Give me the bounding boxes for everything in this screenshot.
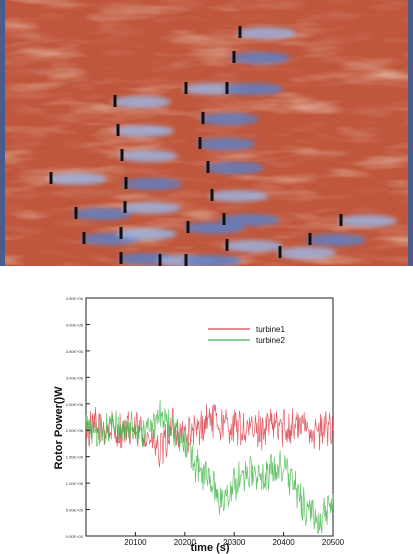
series-line-turbine1 — [85, 403, 334, 468]
turbine-wake — [204, 162, 264, 174]
y-tick-label: 4.00E+06 — [66, 322, 84, 327]
turbine-marker — [82, 232, 86, 244]
turbine-marker — [119, 227, 123, 239]
turbine-wake — [122, 178, 182, 190]
turbine-wake — [114, 125, 174, 137]
y-tick-label: 2.00E+06 — [66, 428, 84, 433]
turbine-wake — [276, 247, 336, 259]
turbine-marker — [238, 26, 242, 38]
turbine-wake — [47, 173, 107, 185]
x-tick-label: 20300 — [223, 538, 246, 547]
turbine-wake — [118, 150, 178, 162]
turbine-marker — [120, 149, 124, 161]
turbine-wake — [184, 222, 244, 234]
turbine-marker — [113, 95, 117, 107]
turbine-wake — [199, 113, 259, 125]
x-axis-label: time (s) — [190, 542, 229, 554]
turbine-wake — [220, 214, 280, 226]
y-tick-label: 3.50E+06 — [66, 349, 84, 354]
turbine-marker — [74, 207, 78, 219]
x-tick-label: 20200 — [174, 538, 197, 547]
rotor-power-chart: 0.00E+00 5.00E+05 1.00E+06 1.50E+06 2.00E+06… — [53, 296, 345, 554]
turbine-marker — [123, 201, 127, 213]
turbine-marker — [210, 189, 214, 201]
turbine-wake — [306, 234, 366, 246]
chart-legend: turbine1 turbine2 — [208, 325, 285, 345]
turbine-wake — [196, 138, 256, 150]
turbine-marker — [198, 137, 202, 149]
turbine-marker — [49, 172, 53, 184]
y-tick-label: 1.00E+06 — [66, 481, 84, 486]
legend-label-turbine1: turbine1 — [256, 325, 285, 334]
turbine-wake — [111, 96, 171, 108]
turbine-marker — [119, 252, 123, 264]
series-layer — [85, 399, 334, 534]
y-tick-label: 5.00E+05 — [66, 508, 84, 513]
turbine-wake — [121, 202, 181, 214]
y-axis-ticks: 0.00E+00 5.00E+05 1.00E+06 1.50E+06 2.00E+06… — [66, 296, 90, 539]
turbine-wake — [208, 190, 268, 202]
y-tick-label: 2.50E+06 — [66, 402, 84, 407]
legend-label-turbine2: turbine2 — [256, 336, 285, 345]
y-tick-label: 0.00E+00 — [66, 534, 84, 539]
turbine-marker — [225, 82, 229, 94]
turbine-marker — [116, 124, 120, 136]
turbine-marker — [201, 112, 205, 124]
x-tick-label: 20400 — [272, 538, 295, 547]
turbine-marker — [206, 161, 210, 173]
turbine-marker — [222, 213, 226, 225]
turbine-wake — [236, 27, 296, 39]
turbine-marker — [184, 82, 188, 94]
turbine-wake — [337, 215, 397, 227]
turbine-wake — [117, 228, 177, 240]
turbine-wake — [223, 83, 283, 95]
turbine-marker — [339, 214, 343, 226]
turbine-wake — [223, 240, 283, 252]
y-tick-label: 1.50E+06 — [66, 455, 84, 460]
turbine-wake — [72, 208, 132, 220]
x-tick-label: 20100 — [124, 538, 147, 547]
y-axis-label: Rotor Power()W — [53, 386, 65, 470]
y-tick-label: 3.00E+06 — [66, 375, 84, 380]
turbine-marker — [184, 254, 188, 266]
turbine-wake — [230, 52, 290, 64]
series-line-turbine2 — [85, 399, 334, 534]
turbine-marker — [158, 254, 162, 266]
x-tick-label: 20500 — [322, 538, 345, 547]
wind-farm-flow-field — [0, 0, 413, 266]
x-axis-ticks: 20100 20200 20300 20400 20500 — [124, 532, 345, 547]
turbine-marker — [232, 51, 236, 63]
y-tick-label: 4.50E+06 — [66, 296, 84, 301]
turbine-marker — [124, 177, 128, 189]
turbine-marker — [186, 221, 190, 233]
frame-left-edge — [0, 0, 5, 266]
turbine-markers — [49, 26, 343, 266]
frame-right-edge — [408, 0, 413, 266]
turbine-marker — [278, 246, 282, 258]
turbine-marker — [225, 239, 229, 251]
turbine-marker — [308, 233, 312, 245]
turbine-wake — [182, 255, 242, 266]
